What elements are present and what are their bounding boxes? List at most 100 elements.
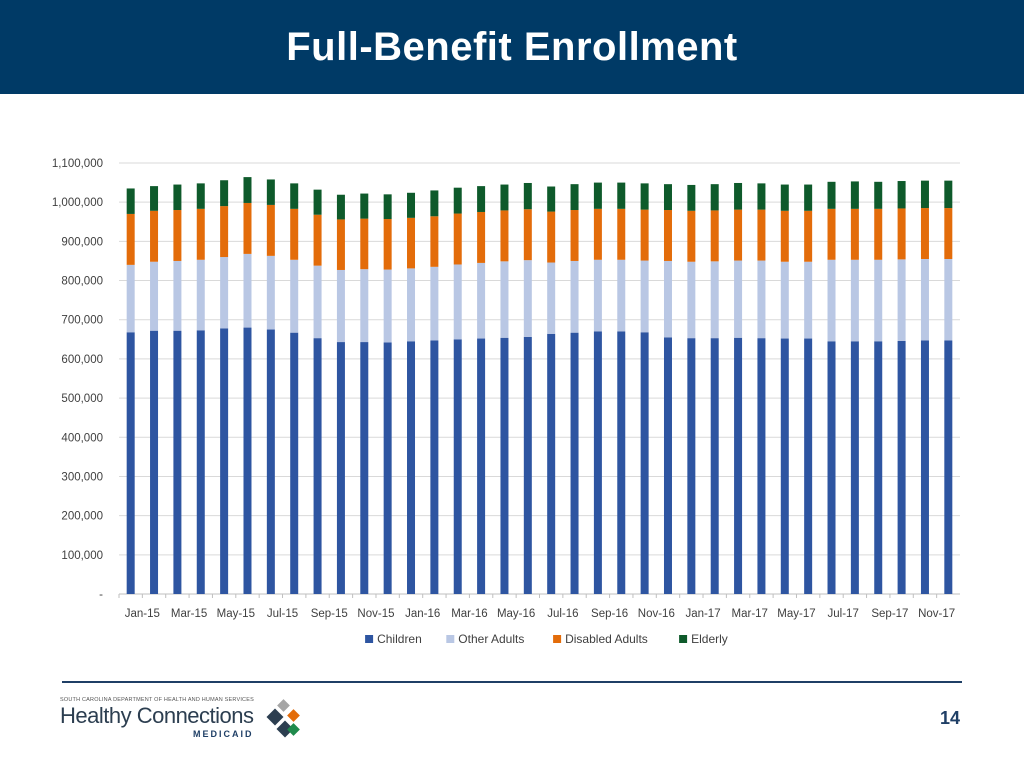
bar-disabled-adults <box>547 211 556 263</box>
bar-elderly <box>477 186 486 212</box>
x-tick-label: Jan-17 <box>685 608 720 620</box>
bar-disabled-adults <box>173 210 182 261</box>
bar-disabled-adults <box>780 210 789 262</box>
bar-disabled-adults <box>313 214 322 266</box>
logo-diamond-icon <box>266 699 300 738</box>
bar-children <box>453 339 462 594</box>
bar-children <box>243 327 252 594</box>
bar-other-adults <box>360 269 369 343</box>
bar-other-adults <box>266 255 275 330</box>
bar-other-adults <box>944 258 953 341</box>
bar-children <box>547 333 556 594</box>
bar-children <box>780 338 789 594</box>
legend-label: Other Adults <box>458 632 524 646</box>
bar-elderly <box>734 182 743 210</box>
bar-other-adults <box>477 262 486 339</box>
bar-disabled-adults <box>944 208 953 259</box>
bar-children <box>360 342 369 594</box>
bar-disabled-adults <box>290 208 299 260</box>
bar-elderly <box>290 183 299 209</box>
bar-disabled-adults <box>220 206 229 258</box>
bar-elderly <box>570 184 579 211</box>
bar-disabled-adults <box>126 213 135 265</box>
bar-disabled-adults <box>593 208 602 260</box>
bar-children <box>407 341 416 594</box>
bar-elderly <box>897 181 906 209</box>
bar-elderly <box>827 181 836 209</box>
bar-disabled-adults <box>523 209 532 261</box>
bar-other-adults <box>734 260 743 338</box>
bar-elderly <box>150 186 159 211</box>
bar-disabled-adults <box>617 208 626 260</box>
y-tick-label: 500,000 <box>61 393 103 405</box>
bar-children <box>173 330 182 594</box>
bar-other-adults <box>313 265 322 339</box>
x-tick-label: Jan-15 <box>125 608 160 620</box>
bar-other-adults <box>920 258 929 341</box>
bar-children <box>663 337 672 594</box>
x-tick-label: Nov-16 <box>638 608 675 620</box>
bar-elderly <box>710 184 719 211</box>
footer-divider <box>62 681 962 683</box>
bar-children <box>290 332 299 594</box>
bar-other-adults <box>173 260 182 331</box>
bar-other-adults <box>430 266 439 341</box>
bar-other-adults <box>710 261 719 339</box>
x-tick-label: May-16 <box>497 608 535 620</box>
x-tick-label: May-17 <box>777 608 815 620</box>
bar-children <box>827 341 836 594</box>
bar-elderly <box>243 177 252 203</box>
slide-header: Full-Benefit Enrollment <box>0 0 1024 94</box>
bar-other-adults <box>593 259 602 332</box>
bar-disabled-adults <box>500 210 509 262</box>
bar-children <box>383 342 392 594</box>
legend-label: Elderly <box>691 632 728 646</box>
x-tick-label: Jul-16 <box>547 608 578 620</box>
bar-disabled-adults <box>266 204 275 256</box>
bar-disabled-adults <box>407 217 416 269</box>
bar-other-adults <box>757 260 766 339</box>
bar-elderly <box>196 183 205 209</box>
bar-elderly <box>523 182 532 210</box>
bar-elderly <box>944 180 953 209</box>
bar-children <box>734 337 743 594</box>
bar-children <box>523 336 532 594</box>
enrollment-chart: - 100,000 200,000 300,000 400,000 500,000 600,… <box>0 94 1024 674</box>
bar-children <box>593 331 602 594</box>
bar-elderly <box>407 192 416 218</box>
bar-children <box>897 340 906 594</box>
x-tick-label: Sep-15 <box>311 608 348 620</box>
bar-elderly <box>757 183 766 210</box>
x-tick-label: Nov-17 <box>918 608 955 620</box>
bar-elderly <box>920 180 929 209</box>
chart-svg: - 100,000 200,000 300,000 400,000 500,000 600,… <box>52 158 960 646</box>
y-tick-label: 1,100,000 <box>52 158 103 170</box>
y-tick-label: 700,000 <box>61 315 103 327</box>
x-tick-label: May-15 <box>217 608 255 620</box>
y-tick-label: 1,000,000 <box>52 197 103 209</box>
bar-children <box>757 338 766 594</box>
bar-disabled-adults <box>850 208 859 260</box>
bar-children <box>430 340 439 594</box>
bar-other-adults <box>243 253 252 328</box>
bar-children <box>617 331 626 594</box>
legend-swatch-children <box>365 635 374 643</box>
x-tick-label: Sep-17 <box>871 608 908 620</box>
bar-disabled-adults <box>687 210 696 262</box>
y-tick-label: 800,000 <box>61 276 103 288</box>
bar-other-adults <box>383 269 392 343</box>
bar-disabled-adults <box>897 208 906 260</box>
bar-other-adults <box>780 261 789 339</box>
bar-other-adults <box>663 260 672 338</box>
bar-children <box>874 341 883 594</box>
y-tick-label: 200,000 <box>61 511 103 523</box>
bar-children <box>850 341 859 594</box>
healthy-connections-logo: SOUTH CAROLINA DEPARTMENT OF HEALTH AND … <box>60 697 320 747</box>
bar-disabled-adults <box>477 211 486 263</box>
bar-other-adults <box>220 257 229 329</box>
bar-children <box>196 330 205 594</box>
x-tick-label: Nov-15 <box>357 608 394 620</box>
x-tick-label: Jan-16 <box>405 608 440 620</box>
bar-elderly <box>430 190 439 217</box>
bar-other-adults <box>687 261 696 339</box>
